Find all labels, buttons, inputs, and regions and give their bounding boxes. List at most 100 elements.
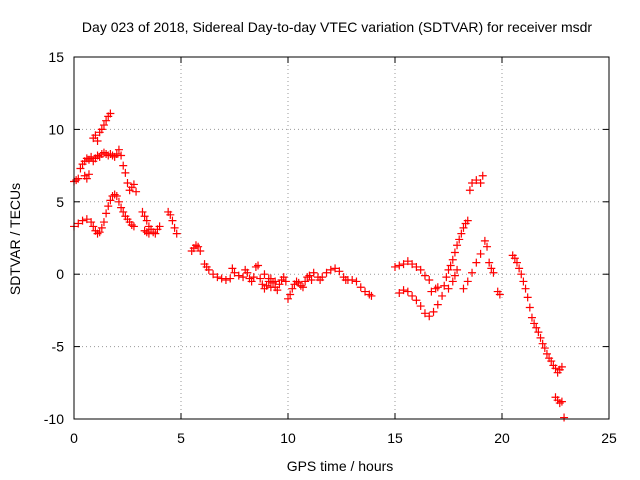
data-point: [119, 207, 128, 216]
data-point: [288, 284, 297, 293]
data-point: [168, 216, 177, 225]
data-point: [281, 277, 290, 286]
data-point: [476, 249, 485, 258]
data-point: [279, 273, 288, 282]
data-point: [395, 289, 404, 298]
data-point: [275, 280, 284, 289]
data-point: [97, 223, 106, 232]
data-point: [403, 287, 412, 296]
data-point: [534, 328, 543, 337]
data-point: [472, 176, 481, 185]
data-point: [95, 228, 104, 237]
data-point: [155, 222, 164, 231]
data-point: [209, 270, 218, 279]
y-tick-label: 5: [56, 194, 64, 210]
data-point: [489, 268, 498, 277]
data-point: [512, 258, 521, 267]
data-point: [352, 277, 361, 286]
data-point: [403, 257, 412, 266]
data-point: [478, 171, 487, 180]
data-point: [114, 145, 123, 154]
data-point: [468, 268, 477, 277]
data-point: [170, 223, 179, 232]
data-point: [540, 344, 549, 353]
data-point: [515, 264, 524, 273]
y-tick-label: 0: [56, 266, 64, 282]
plot-frame: [73, 56, 610, 420]
data-point: [542, 349, 551, 358]
data-point: [367, 291, 376, 300]
data-point: [440, 281, 449, 290]
x-tick-label: 10: [280, 430, 296, 446]
data-point: [476, 178, 485, 187]
data-point: [112, 150, 121, 159]
data-point: [416, 265, 425, 274]
data-point: [455, 235, 464, 244]
data-point: [523, 293, 532, 302]
data-point: [530, 319, 539, 328]
y-tick-label: 15: [48, 49, 64, 65]
data-point: [140, 212, 149, 221]
data-point: [119, 161, 128, 170]
data-point: [519, 277, 528, 286]
data-point: [76, 164, 85, 173]
data-point: [226, 274, 235, 283]
data-point: [483, 242, 492, 251]
x-tick-label: 20: [494, 430, 510, 446]
grid-lines: [74, 57, 609, 419]
y-tick-label: 10: [48, 121, 64, 137]
data-point: [84, 170, 93, 179]
data-point: [93, 136, 102, 145]
data-point: [87, 152, 96, 161]
data-point: [110, 190, 119, 199]
data-point: [459, 284, 468, 293]
x-tick-label: 15: [387, 430, 403, 446]
data-point: [129, 222, 138, 231]
data-point: [525, 303, 534, 312]
data-point: [262, 281, 271, 290]
data-point: [510, 254, 519, 263]
data-point: [391, 262, 399, 271]
data-point: [412, 262, 421, 271]
data-point: [196, 247, 205, 256]
data-point: [258, 280, 267, 289]
data-point: [97, 125, 106, 134]
data-point: [254, 261, 263, 270]
data-point: [298, 283, 307, 292]
data-point: [459, 223, 468, 232]
data-point: [335, 267, 344, 276]
data-point: [408, 291, 417, 300]
y-tick-label: -5: [52, 339, 65, 355]
data-point: [172, 229, 181, 238]
y-tick-label: -10: [44, 411, 64, 427]
data-point: [348, 275, 357, 284]
data-point: [457, 229, 466, 238]
data-point: [495, 290, 504, 299]
data-point: [266, 283, 275, 292]
data-point: [74, 174, 83, 183]
data-point: [194, 242, 203, 251]
data-point: [251, 262, 260, 271]
data-point: [271, 277, 280, 286]
data-point: [104, 202, 113, 211]
x-axis-label: GPS time / hours: [287, 458, 394, 474]
data-point: [82, 215, 91, 224]
chart-title: Day 023 of 2018, Sidereal Day-to-day VTE…: [82, 19, 592, 35]
data-point: [217, 274, 226, 283]
data-point: [239, 273, 248, 282]
data-point: [166, 210, 175, 219]
data-point: [142, 216, 151, 225]
data-point: [453, 265, 462, 274]
data-point: [112, 192, 121, 201]
data-point: [106, 109, 115, 118]
data-point: [468, 178, 477, 187]
data-point: [450, 271, 459, 280]
data-point: [117, 203, 126, 212]
data-point: [286, 290, 295, 299]
data-point: [412, 296, 421, 305]
data-point: [438, 291, 447, 300]
data-point: [361, 287, 370, 296]
data-point: [318, 273, 327, 282]
data-point: [538, 339, 547, 348]
data-point: [463, 216, 472, 225]
